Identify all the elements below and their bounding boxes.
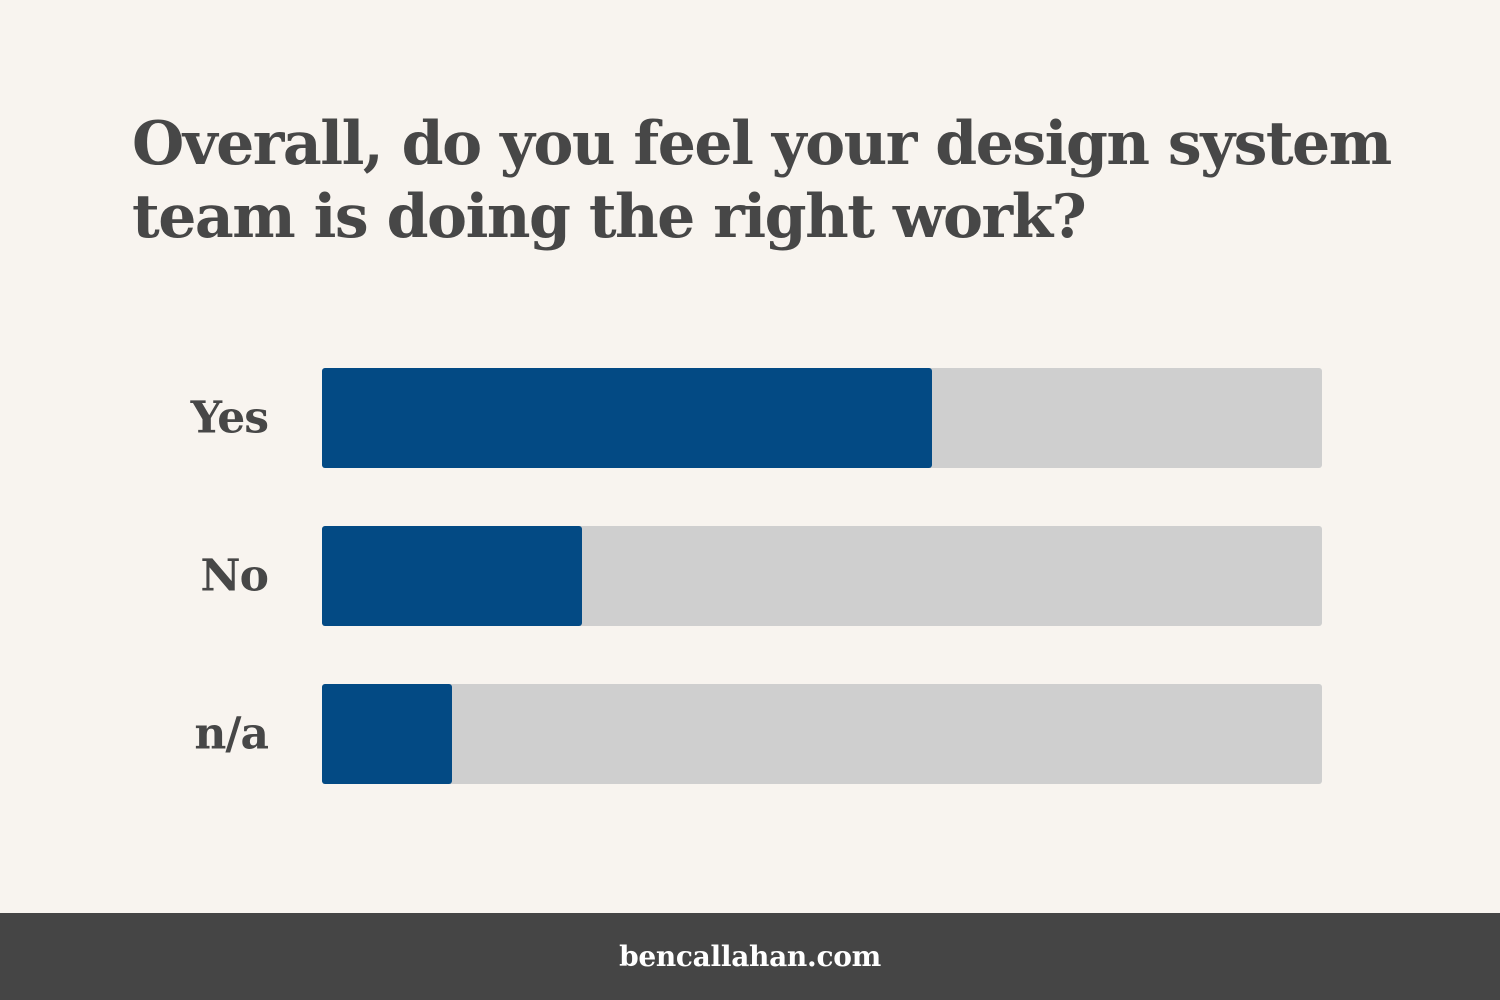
site-name: bencallahan.com xyxy=(619,940,881,973)
bar-label-n-a: n/a xyxy=(194,709,268,760)
bars-layer: Yes No n/a xyxy=(190,368,1322,784)
bar-yes xyxy=(322,368,932,468)
chart-title: Overall, do you feel your design system … xyxy=(132,109,1392,252)
bar-track-n-a xyxy=(322,684,1322,784)
site-footer: bencallahan.com xyxy=(0,913,1500,1000)
bar-chart: Yes No n/a xyxy=(190,368,1322,784)
bar-label-yes: Yes xyxy=(190,393,268,444)
bar-no xyxy=(322,526,582,626)
bar-n-a xyxy=(322,684,452,784)
bar-label-no: No xyxy=(200,551,268,602)
